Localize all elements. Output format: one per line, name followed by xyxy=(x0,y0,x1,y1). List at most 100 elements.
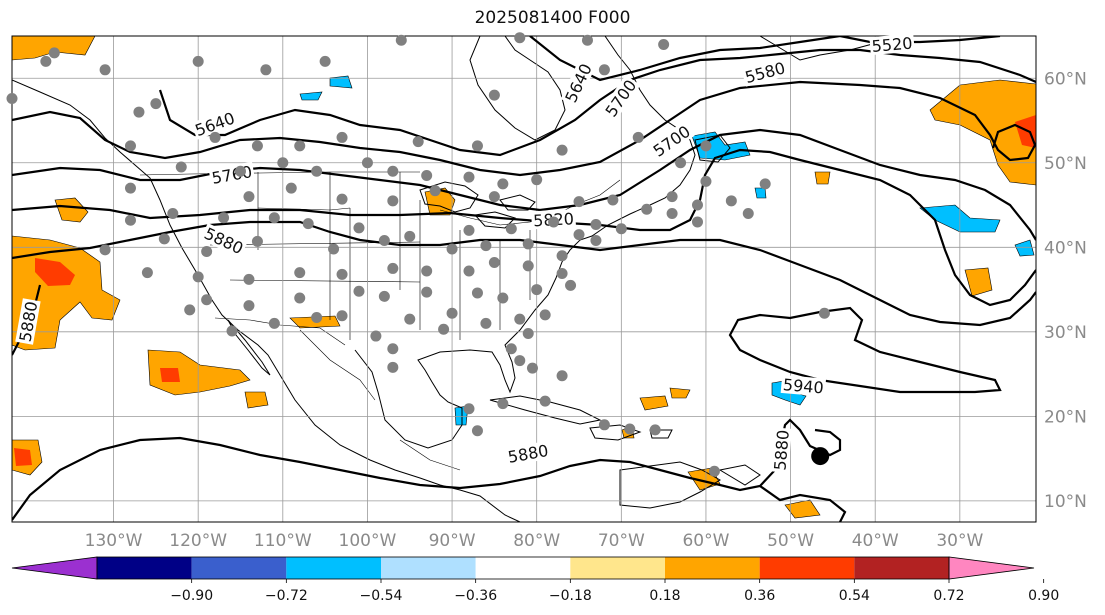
station-dot xyxy=(226,325,238,337)
station-dot xyxy=(505,223,517,235)
station-dot xyxy=(201,246,213,258)
station-dot xyxy=(336,268,348,280)
station-dot xyxy=(167,207,179,219)
colorbar-tick-label: −0.18 xyxy=(549,588,592,604)
station-dot xyxy=(421,169,433,181)
station-dot xyxy=(243,273,255,285)
contour-label-bg xyxy=(600,74,641,122)
station-dot xyxy=(446,307,458,319)
station-dot xyxy=(124,214,136,226)
station-dot xyxy=(522,328,534,340)
station-dot xyxy=(471,425,483,437)
station-dot xyxy=(531,284,543,296)
station-dot xyxy=(573,196,585,208)
colorbar-segment xyxy=(191,557,287,579)
station-dot xyxy=(268,212,280,224)
station-dot xyxy=(302,218,314,230)
station-dot xyxy=(387,165,399,177)
plot-title: 2025081400 F000 xyxy=(474,8,631,28)
latitude-tick-label: 30°N xyxy=(1044,323,1087,343)
contour-label-bg xyxy=(191,107,239,140)
station-dot xyxy=(243,300,255,312)
station-dot xyxy=(99,64,111,76)
station-dot xyxy=(421,286,433,298)
colorbar xyxy=(11,556,1035,580)
station-dot xyxy=(514,355,526,367)
contour-label-bg xyxy=(869,33,915,56)
station-dot xyxy=(192,271,204,283)
station-dot xyxy=(480,317,492,329)
station-dot xyxy=(666,207,678,219)
station-dot xyxy=(40,55,52,67)
station-dot xyxy=(429,185,441,197)
station-dot xyxy=(48,47,60,59)
station-dot xyxy=(294,267,306,279)
station-dot xyxy=(497,178,509,190)
station-dot xyxy=(691,216,703,228)
station-dot xyxy=(590,218,602,230)
station-dot xyxy=(463,224,475,236)
colorbar-segment xyxy=(97,557,192,579)
station-dot xyxy=(488,257,500,269)
contour-label-bg xyxy=(648,120,695,161)
station-dot xyxy=(539,309,551,321)
station-dot xyxy=(480,240,492,252)
station-dot xyxy=(124,140,136,152)
station-dot xyxy=(387,195,399,207)
station-dot xyxy=(336,131,348,143)
station-dot xyxy=(260,64,272,76)
station-dot xyxy=(598,64,610,76)
station-dot xyxy=(514,313,526,325)
station-dot xyxy=(353,222,365,234)
station-dot xyxy=(311,311,323,323)
contour-label-text: 5520 xyxy=(871,34,913,56)
station-dot xyxy=(158,233,170,245)
station-dot xyxy=(700,175,712,187)
station-dot xyxy=(539,395,551,407)
station-dot xyxy=(581,34,593,46)
station-dot xyxy=(150,98,162,110)
station-dot xyxy=(514,32,526,44)
station-dot xyxy=(615,223,627,235)
contour-label: 5940 xyxy=(780,374,827,398)
station-dot xyxy=(590,235,602,247)
station-dot xyxy=(700,140,712,152)
station-dot xyxy=(556,250,568,262)
longitude-tick-label: 130°W xyxy=(85,531,143,551)
station-dot xyxy=(446,243,458,255)
station-dot xyxy=(412,136,424,148)
station-dot xyxy=(234,165,246,177)
contour-label-bg xyxy=(780,374,827,397)
latitude-tick-label: 60°N xyxy=(1044,69,1087,89)
colorbar-segment xyxy=(759,557,855,579)
contour-label-text: 5940 xyxy=(782,375,824,397)
station-dot xyxy=(471,287,483,299)
latitude-tick-label: 20°N xyxy=(1044,407,1087,427)
station-dot xyxy=(285,182,297,194)
longitude-tick-label: 100°W xyxy=(339,531,397,551)
station-dot xyxy=(573,229,585,241)
station-dot xyxy=(421,265,433,277)
station-dot xyxy=(759,178,771,190)
station-dot xyxy=(328,243,340,255)
colorbar-segment xyxy=(665,557,760,579)
contour-label-bg xyxy=(15,298,41,345)
station-dot xyxy=(319,55,331,67)
station-dot xyxy=(336,310,348,322)
colorbar-tick-label: 0.36 xyxy=(744,588,775,604)
station-dot xyxy=(133,106,145,118)
station-dot xyxy=(243,191,255,203)
station-dot xyxy=(294,140,306,152)
station-dot xyxy=(311,165,323,177)
colorbar-segment xyxy=(854,557,949,579)
station-dot xyxy=(675,157,687,169)
colorbar-tick-label: 0.72 xyxy=(933,588,964,604)
station-dot xyxy=(361,157,373,169)
station-dot xyxy=(387,343,399,355)
station-dot xyxy=(124,182,136,194)
station-dot xyxy=(522,260,534,272)
station-dot xyxy=(565,279,577,291)
station-dot xyxy=(387,262,399,274)
colorbar-tick-label: −0.36 xyxy=(454,588,497,604)
